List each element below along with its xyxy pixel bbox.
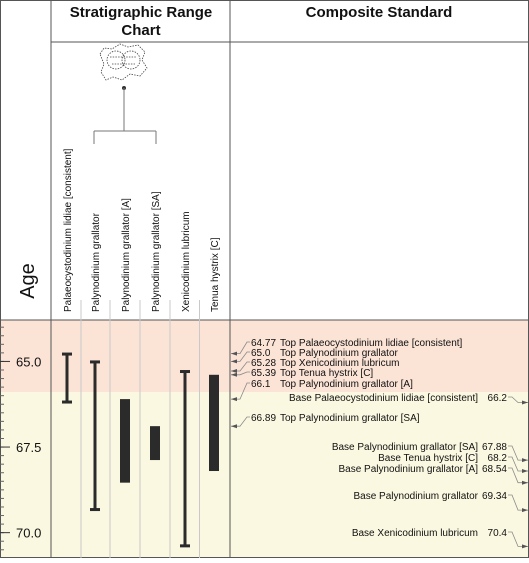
range-chart-title-line2: Chart: [121, 22, 160, 39]
base-event-label: Base Tenua hystrix [C]: [378, 453, 478, 464]
base-event-age: 70.4: [488, 528, 508, 539]
top-event-arrow: [231, 369, 237, 373]
top-event-label: Top Palynodinium grallator [SA]: [280, 413, 420, 424]
base-event-age: 69.34: [482, 491, 507, 502]
range-bar: [93, 361, 97, 511]
base-event-arrow: [522, 508, 528, 513]
base-event-label: Base Palynodinium grallator [SA]: [332, 442, 478, 453]
range-chart-title: Stratigraphic Range: [70, 4, 213, 21]
taxon-label: Tenua hystrix [C]: [210, 237, 221, 312]
taxon-label: Xenicodinium lubricum: [181, 211, 192, 312]
y-tick-label: 67.5: [16, 440, 41, 455]
top-event-arrow: [231, 397, 237, 402]
taxon-label: Palynodinium grallator: [91, 212, 102, 312]
top-event-age: 64.77: [251, 338, 276, 349]
taxon-label: Palynodinium grallator [SA]: [151, 191, 162, 312]
base-event-age: 66.2: [488, 393, 508, 404]
base-event-age: 68.2: [488, 453, 508, 464]
top-event-label: Top Palaeocystodinium lidiae [consistent…: [280, 338, 463, 349]
range-bar-base-cap: [180, 544, 190, 548]
taxon-labels: Palaeocystodinium lidiae [consistent] Pal…: [63, 148, 221, 312]
base-event-arrow: [522, 544, 528, 549]
upper-age-zone: [0, 320, 529, 393]
top-event-age: 65.0: [251, 348, 271, 359]
composite-events: 64.77 Top Palaeocystodinium lidiae [consi…: [231, 338, 528, 549]
dendrogram-cluster-icon: [93, 43, 157, 144]
lower-age-zone: [0, 392, 529, 558]
range-bar: [209, 374, 219, 472]
top-event-age: 65.39: [251, 368, 276, 379]
taxon-label: Palaeocystodinium lidiae [consistent]: [63, 148, 74, 312]
top-event-age: 65.28: [251, 358, 276, 369]
base-event-arrow: [522, 400, 528, 405]
top-event-age: 66.89: [251, 413, 276, 424]
top-event-age: 66.1: [251, 379, 271, 390]
top-event-arrow: [231, 424, 237, 429]
top-event-label: Top Palynodinium grallator: [280, 348, 399, 359]
y-tick-label: 65.0: [16, 354, 41, 369]
composite-standard-title: Composite Standard: [306, 4, 453, 21]
y-tick-label: 70.0: [16, 526, 41, 541]
base-event-arrow: [522, 458, 528, 463]
range-bar-top-cap: [62, 352, 72, 356]
base-event-age: 67.88: [482, 442, 507, 453]
range-bar-top-cap: [90, 360, 100, 364]
age-axis: 65.0 67.5 70.0: [0, 326, 41, 551]
top-event-arrow: [231, 372, 237, 377]
range-bar: [150, 426, 160, 461]
base-event-label: Base Palynodinium grallator: [353, 491, 478, 502]
range-bar: [65, 353, 69, 403]
base-event-label: Base Xenicodinium lubricum: [352, 528, 478, 539]
top-event-label: Top Tenua hystrix [C]: [280, 368, 373, 379]
top-event-arrow: [231, 359, 237, 364]
base-event-label: Base Palynodinium grallator [A]: [338, 464, 478, 475]
base-event-label: Base Palaeocystodinium lidiae [consisten…: [289, 393, 478, 404]
range-bars: [62, 352, 219, 548]
range-bar: [183, 371, 187, 547]
base-event-arrow: [522, 480, 528, 485]
top-event-label: Top Xenicodinium lubricum: [280, 358, 400, 369]
base-event-age: 68.54: [482, 464, 507, 475]
range-bar: [120, 399, 130, 483]
range-bar-base-cap: [90, 508, 100, 512]
taxon-label: Palynodinium grallator [A]: [121, 198, 132, 312]
age-axis-label: Age: [17, 263, 39, 299]
base-event-arrow: [522, 469, 528, 473]
top-event-label: Top Palynodinium grallator [A]: [280, 379, 413, 390]
range-bar-base-cap: [62, 400, 72, 404]
range-bar-top-cap: [180, 370, 190, 374]
top-event-arrow: [231, 351, 237, 356]
age-zone-bands: [0, 320, 529, 558]
